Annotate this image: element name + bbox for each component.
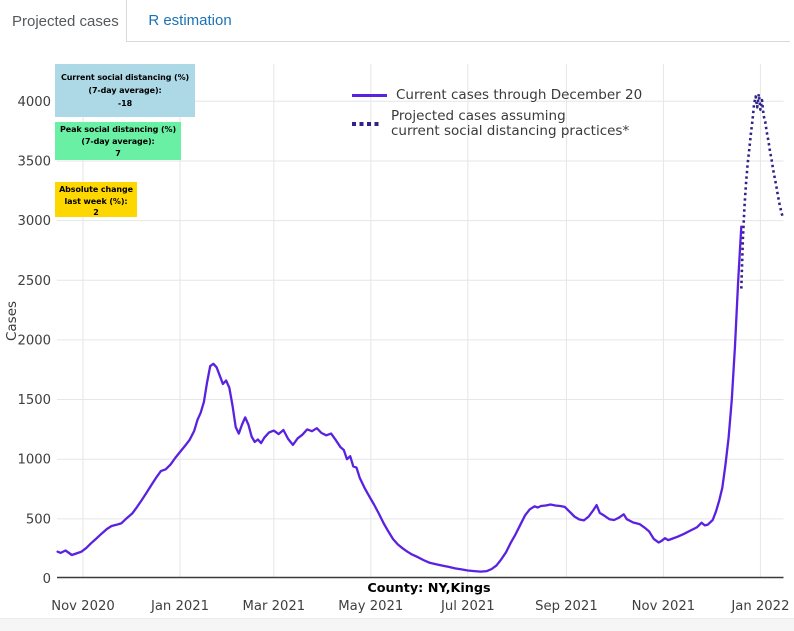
annotation-line: Current social distancing (%) [60, 73, 190, 82]
svg-text:3500: 3500 [17, 154, 51, 169]
svg-text:Mar 2021: Mar 2021 [243, 599, 306, 614]
annotation-line: Peak social distancing (%) [59, 125, 177, 134]
page-footer-strip [0, 618, 794, 631]
legend-label-projected-line1: Projected cases assuming [391, 108, 566, 124]
svg-text:County: NY,Kings: County: NY,Kings [367, 581, 491, 596]
legend-label-projected-line2: current social distancing practices* [391, 123, 630, 139]
svg-text:2500: 2500 [17, 274, 51, 289]
svg-text:0: 0 [43, 572, 51, 587]
legend-label-current-cases: Current cases through December 20 [396, 87, 643, 103]
annotation-peak-social-distancing: Peak social distancing (%) (7-day averag… [55, 122, 181, 160]
tab-bar: Projected cases R estimation [0, 0, 794, 42]
svg-text:Nov 2021: Nov 2021 [632, 599, 696, 614]
svg-text:Jan 2021: Jan 2021 [150, 599, 209, 614]
tab-separator [126, 0, 127, 42]
svg-text:2000: 2000 [17, 333, 51, 348]
annotation-line: (7-day average): [81, 136, 155, 146]
tab-projected-cases[interactable]: Projected cases [0, 0, 126, 42]
annotation-absolute-change: Absolute change last week (%): 2 [55, 182, 137, 217]
annotation-value: -18 [117, 99, 133, 108]
svg-text:Nov 2020: Nov 2020 [51, 599, 115, 614]
dotted-line-swatch-icon [352, 122, 382, 126]
svg-text:4000: 4000 [17, 95, 51, 110]
svg-text:Cases: Cases [4, 301, 20, 341]
tab-r-estimation[interactable]: R estimation [127, 0, 253, 41]
annotation-value: 7 [115, 148, 121, 158]
annotation-value: 2 [93, 208, 99, 217]
solid-line-swatch-icon [352, 94, 387, 97]
annotation-line: last week (%): [64, 196, 128, 206]
svg-text:May 2021: May 2021 [338, 599, 403, 614]
svg-text:3000: 3000 [17, 214, 51, 229]
svg-text:Jul 2021: Jul 2021 [440, 599, 495, 614]
annotation-line: Absolute change [59, 185, 133, 194]
chart-legend: Current cases through December 20 Projec… [352, 88, 642, 139]
svg-text:Sep 2021: Sep 2021 [535, 599, 598, 614]
svg-text:1500: 1500 [17, 393, 51, 408]
svg-text:500: 500 [26, 512, 51, 527]
legend-item-projected-cases: Projected cases assuming current social … [352, 109, 642, 139]
tab-bar-divider [127, 41, 790, 42]
legend-item-current-cases: Current cases through December 20 [352, 88, 642, 103]
legend-label-projected-cases: Projected cases assuming current social … [391, 109, 629, 139]
svg-text:Jan 2022: Jan 2022 [730, 599, 789, 614]
annotation-current-social-distancing: Current social distancing (%) (7-day ave… [55, 64, 195, 117]
annotation-line: (7-day average): [88, 86, 162, 95]
svg-text:1000: 1000 [17, 453, 51, 468]
